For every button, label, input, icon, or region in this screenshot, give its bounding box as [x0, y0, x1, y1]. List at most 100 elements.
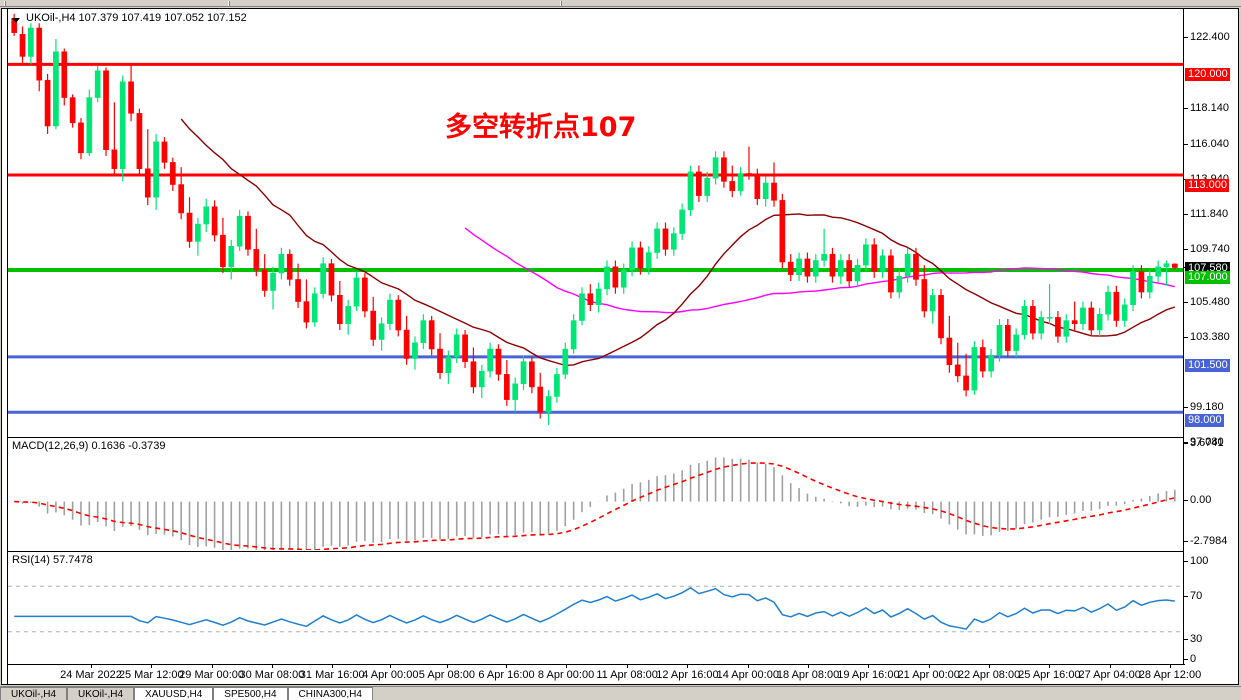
price-level-tag[interactable]: 101.500 [1185, 359, 1230, 372]
axis-tick-label: 97.080 [1184, 437, 1224, 448]
axis-tick-label: 118.140 [1184, 103, 1229, 114]
axis-tick-label: 122.400 [1184, 32, 1230, 43]
time-axis-tick [808, 665, 810, 668]
macd-histogram [21, 457, 1176, 550]
time-axis-tick [506, 665, 508, 668]
time-axis-label: 14 Apr 00:00 [716, 669, 779, 681]
time-axis-tick [928, 665, 930, 668]
toolbar-grip[interactable] [560, 1, 562, 6]
axis-tick-mark [1184, 36, 1188, 38]
time-axis-tick [90, 665, 92, 668]
axis-tick-mark [1184, 248, 1188, 250]
time-axis-label: 19 Apr 16:00 [837, 669, 900, 681]
price-level-tag[interactable]: 107.000 [1185, 271, 1230, 284]
time-axis-label: 28 Apr 12:00 [1138, 669, 1202, 681]
symbol-ohlc-label: UKOil-,H4 107.379 107.419 107.052 107.15… [26, 12, 247, 24]
chart-tab-1[interactable]: UKOil-,H4 [67, 687, 135, 700]
time-axis-label: 24 Mar 2022 [60, 669, 122, 681]
time-axis-tick [627, 665, 629, 668]
price-level-tag[interactable]: 120.000 [1185, 68, 1230, 81]
time-axis-label: 29 Mar 00:00 [179, 669, 245, 681]
axis-tick-mark [1184, 301, 1188, 303]
axis-tick-label: 3.6741 [1184, 438, 1224, 449]
time-axis-tick [446, 665, 448, 668]
axis-tick-label: 70 [1184, 591, 1202, 602]
time-axis-label: 8 Apr 00:00 [537, 669, 595, 681]
axis-tick-label: 30 [1184, 634, 1202, 645]
time-axis-label: 6 Apr 16:00 [478, 669, 535, 681]
time-axis[interactable]: 24 Mar 2022 25 Mar 12:00 29 Mar 00:00 30 Ma… [8, 664, 1201, 684]
chevron-down-icon[interactable] [12, 18, 20, 23]
candlestick-series [11, 13, 1178, 425]
axis-tick-mark [1184, 406, 1188, 408]
macd-pane[interactable] [8, 437, 1185, 550]
time-axis-label: 25 Apr 16:00 [1018, 669, 1081, 681]
time-axis-tick [989, 665, 991, 668]
time-axis-tick [868, 665, 870, 668]
axis-tick-mark [1184, 336, 1188, 338]
time-axis-tick [1170, 665, 1171, 668]
rsi-line [14, 586, 1175, 630]
price-level-tag[interactable]: 98.000 [1185, 414, 1224, 427]
time-axis-label: 30 Mar 08:00 [239, 669, 305, 681]
axis-tick-label: 105.480 [1184, 297, 1230, 308]
chart-tab-4[interactable]: CHINA300,H4 [287, 687, 373, 700]
time-axis-tick [1049, 665, 1051, 668]
time-axis-tick [151, 665, 153, 668]
time-axis-tick [211, 665, 213, 668]
axis-tick-mark [1184, 595, 1188, 597]
axis-tick-mark [1184, 658, 1188, 660]
macd-indicator-label: MACD(12,26,9) 0.1636 -0.3739 [12, 440, 166, 452]
chart-annotation-text: 多空转折点107 [445, 112, 637, 143]
chart-tab-3[interactable]: SPE500,H4 [213, 687, 288, 700]
chart-tab-2[interactable]: XAUUSD,H4 [134, 687, 214, 700]
axis-tick-label: -2.7984 [1184, 536, 1227, 547]
axis-tick-mark [1184, 638, 1188, 640]
time-axis-label: 22 Apr 08:00 [957, 669, 1021, 681]
axis-tick-label: 103.380 [1184, 332, 1230, 343]
time-axis-tick [390, 665, 392, 668]
price-axis[interactable]: 122.400118.140116.040113.940111.840109.7… [1183, 9, 1238, 666]
axis-tick-mark [1184, 441, 1188, 443]
time-axis-label: 31 Mar 16:00 [299, 669, 365, 681]
price-level-tag[interactable]: 113.000 [1185, 179, 1229, 192]
axis-tick-label: 109.740 [1184, 244, 1230, 255]
axis-tick-mark [1184, 107, 1188, 109]
time-axis-tick [747, 665, 749, 668]
axis-tick-mark [1184, 560, 1188, 562]
ma-fast-line [180, 118, 1176, 367]
time-axis-tick [1109, 665, 1111, 668]
rsi-pane[interactable] [8, 551, 1185, 666]
chart-tab-0[interactable]: UKOil-,H4 [0, 687, 68, 700]
time-axis-label: 12 Apr 16:00 [656, 669, 719, 681]
chart-left-rail [2, 9, 8, 684]
time-axis-label: 25 Mar 12:00 [118, 669, 184, 681]
axis-tick-label: 0 [1184, 654, 1196, 665]
time-axis-tick [332, 665, 334, 668]
time-axis-tick [687, 665, 689, 668]
time-axis-label: 4 Apr 00:00 [362, 669, 419, 681]
time-axis-label: 18 Apr 08:00 [776, 669, 840, 681]
chart-window[interactable]: UKOil-,H4 107.379 107.419 107.052 107.15… [1, 8, 1239, 685]
axis-tick-mark [1184, 499, 1188, 501]
axis-tick-label: 111.840 [1184, 209, 1228, 220]
price-pane[interactable] [8, 9, 1185, 436]
chart-tab-bar[interactable]: UKOil-,H4 UKOil-,H4 XAUUSD,H4 SPE500,H4 CHIN… [0, 686, 1241, 700]
axis-tick-mark [1184, 143, 1188, 145]
axis-tick-label: 0.00 [1184, 495, 1211, 506]
time-axis-label: 5 Apr 08:00 [418, 669, 476, 681]
axis-tick-label: 116.040 [1184, 139, 1229, 150]
toolbar-grip[interactable] [228, 1, 230, 6]
rsi-indicator-label: RSI(14) 57.7478 [12, 554, 93, 566]
toolbar-strip [0, 0, 1241, 7]
time-axis-label: 27 Apr 04:00 [1078, 669, 1141, 681]
time-axis-label: 11 Apr 08:00 [596, 669, 658, 681]
axis-tick-mark [1184, 213, 1188, 215]
axis-tick-label: 99.180 [1184, 402, 1224, 413]
axis-tick-label: 100 [1184, 556, 1208, 567]
time-axis-label: 21 Apr 00:00 [897, 669, 960, 681]
toolbar-grip[interactable] [4, 1, 6, 6]
axis-tick-mark [1184, 442, 1188, 444]
time-axis-tick [566, 665, 568, 668]
